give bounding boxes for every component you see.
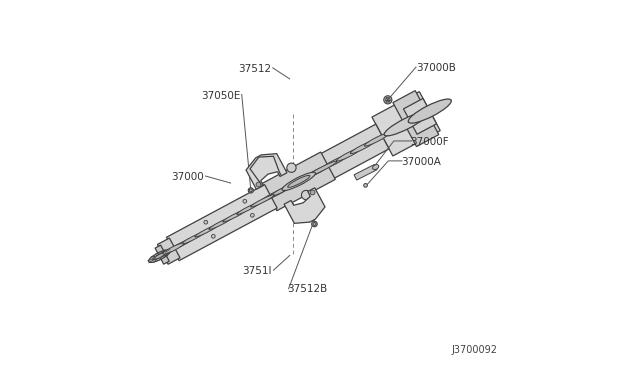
- Ellipse shape: [148, 250, 170, 262]
- Ellipse shape: [287, 163, 296, 172]
- Text: 37000A: 37000A: [401, 157, 441, 167]
- Ellipse shape: [251, 195, 275, 207]
- Polygon shape: [155, 245, 169, 264]
- Ellipse shape: [155, 253, 164, 259]
- Ellipse shape: [209, 217, 232, 230]
- Ellipse shape: [256, 182, 261, 187]
- Ellipse shape: [350, 140, 376, 154]
- Text: 37000: 37000: [171, 172, 204, 182]
- Ellipse shape: [312, 221, 317, 227]
- Text: 37000B: 37000B: [416, 63, 456, 73]
- Ellipse shape: [243, 199, 246, 203]
- Polygon shape: [319, 124, 389, 180]
- Ellipse shape: [386, 97, 390, 102]
- Polygon shape: [403, 99, 436, 134]
- Text: 3751l: 3751l: [243, 266, 272, 276]
- Ellipse shape: [237, 202, 260, 215]
- Ellipse shape: [170, 238, 193, 250]
- Ellipse shape: [270, 181, 300, 196]
- Ellipse shape: [408, 99, 451, 123]
- Polygon shape: [354, 164, 377, 180]
- Ellipse shape: [250, 214, 254, 217]
- Ellipse shape: [153, 249, 173, 260]
- Ellipse shape: [250, 189, 252, 192]
- Polygon shape: [157, 238, 180, 264]
- Ellipse shape: [282, 172, 316, 190]
- Ellipse shape: [372, 164, 379, 170]
- Polygon shape: [393, 91, 439, 147]
- Polygon shape: [372, 92, 440, 156]
- Polygon shape: [246, 154, 287, 189]
- Ellipse shape: [323, 155, 348, 169]
- Ellipse shape: [204, 220, 207, 224]
- Ellipse shape: [364, 133, 389, 146]
- Polygon shape: [262, 152, 335, 211]
- Ellipse shape: [364, 183, 367, 187]
- Polygon shape: [166, 185, 277, 261]
- Ellipse shape: [248, 188, 253, 193]
- Ellipse shape: [308, 161, 337, 176]
- Ellipse shape: [260, 186, 290, 202]
- Ellipse shape: [300, 166, 328, 181]
- Ellipse shape: [161, 243, 184, 255]
- Text: 37512B: 37512B: [287, 284, 328, 294]
- Ellipse shape: [301, 190, 311, 200]
- Ellipse shape: [223, 209, 246, 222]
- Ellipse shape: [195, 225, 219, 237]
- Ellipse shape: [181, 232, 205, 244]
- Text: J3700092: J3700092: [451, 345, 497, 355]
- Ellipse shape: [337, 148, 362, 161]
- Text: 37050E: 37050E: [201, 90, 241, 100]
- Ellipse shape: [287, 175, 310, 187]
- Ellipse shape: [384, 112, 428, 136]
- Ellipse shape: [211, 234, 215, 238]
- Polygon shape: [284, 188, 325, 223]
- Text: 37000F: 37000F: [410, 137, 449, 147]
- Text: 37512: 37512: [238, 64, 271, 74]
- Ellipse shape: [310, 190, 315, 195]
- Ellipse shape: [384, 96, 392, 104]
- Ellipse shape: [313, 222, 316, 225]
